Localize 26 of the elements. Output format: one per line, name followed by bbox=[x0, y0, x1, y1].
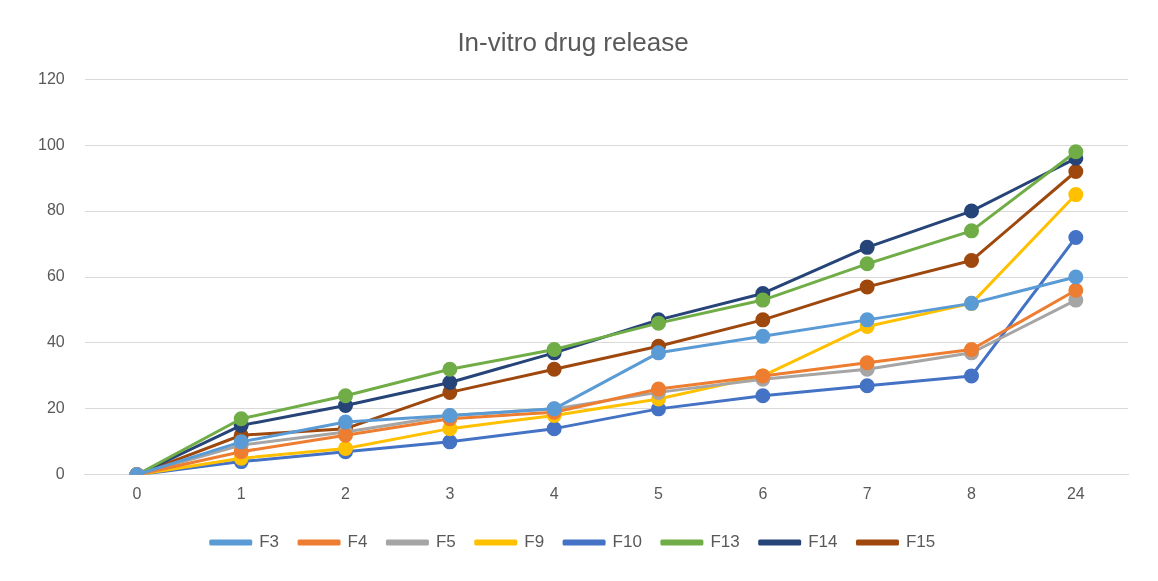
y-tick-label: 100 bbox=[37, 135, 65, 153]
x-tick-label: 0 bbox=[132, 484, 142, 502]
x-tick-label: 24 bbox=[1066, 484, 1085, 502]
y-tick-label: 120 bbox=[37, 69, 65, 87]
chart-title: In-vitro drug release bbox=[457, 26, 689, 57]
y-tick-label: 80 bbox=[46, 201, 65, 219]
legend-label: F13 bbox=[710, 532, 740, 552]
y-tick-label: 20 bbox=[46, 399, 65, 417]
x-tick-label: 2 bbox=[341, 484, 351, 502]
legend-label: F14 bbox=[808, 532, 838, 552]
x-tick-label: 5 bbox=[654, 484, 664, 502]
y-tick-label: 60 bbox=[46, 267, 65, 285]
x-tick-label: 3 bbox=[445, 484, 455, 502]
x-tick-label: 6 bbox=[758, 484, 768, 502]
legend-label: F5 bbox=[435, 532, 456, 552]
legend-label: F15 bbox=[905, 532, 936, 552]
x-tick-label: 7 bbox=[862, 484, 872, 502]
legend-label: F4 bbox=[347, 532, 368, 552]
legend-label: F10 bbox=[612, 532, 642, 552]
legend-label: F9 bbox=[524, 532, 545, 552]
y-tick-label: 0 bbox=[55, 465, 65, 483]
legend-label: F3 bbox=[259, 532, 280, 552]
x-tick-label: 4 bbox=[549, 484, 559, 502]
y-tick-label: 40 bbox=[46, 333, 65, 351]
x-tick-label: 1 bbox=[236, 484, 246, 502]
x-tick-label: 8 bbox=[967, 484, 977, 502]
